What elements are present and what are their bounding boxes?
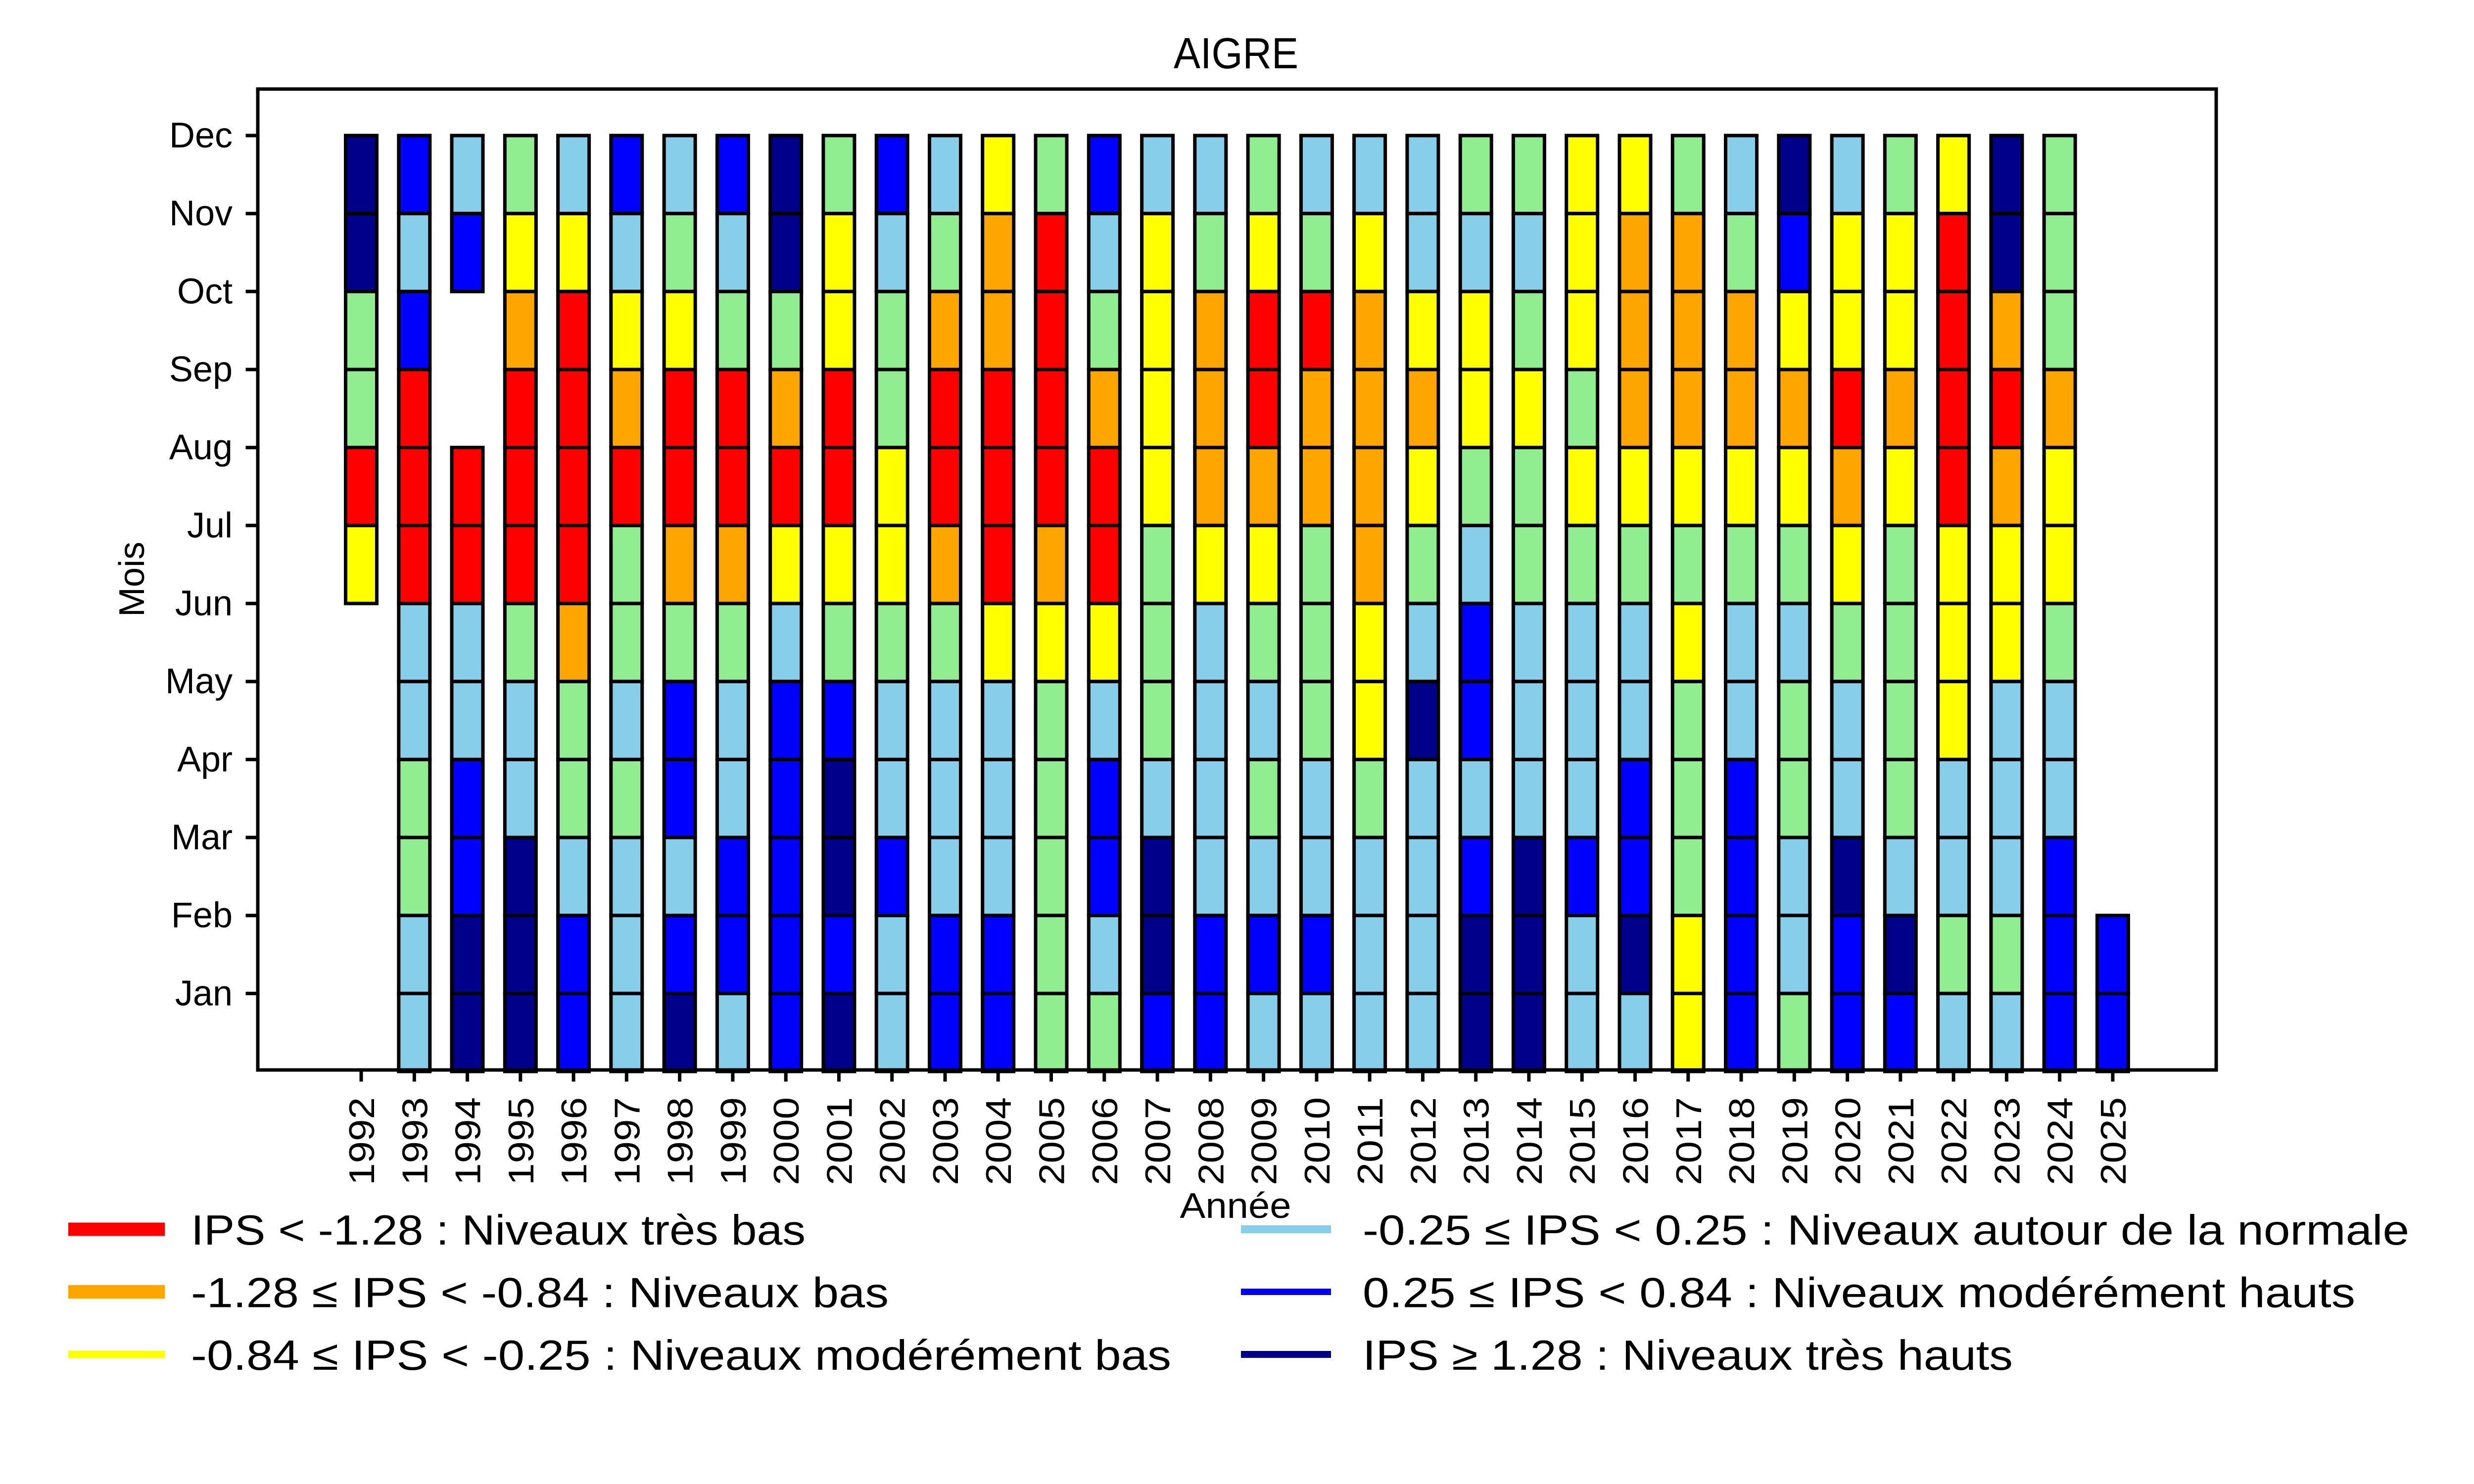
svg-text:2020: 2020 [1829, 1097, 1868, 1185]
svg-text:2005: 2005 [1033, 1097, 1072, 1185]
svg-text:Jan: Jan [175, 974, 233, 1013]
svg-text:Sep: Sep [169, 350, 233, 389]
svg-text:2019: 2019 [1775, 1097, 1815, 1185]
svg-text:2013: 2013 [1457, 1097, 1497, 1185]
svg-text:-0.25 ≤ IPS < 0.25 : Niveaux a: -0.25 ≤ IPS < 0.25 : Niveaux autour de l… [1363, 1207, 2409, 1254]
svg-text:2002: 2002 [873, 1097, 913, 1185]
svg-text:AIGRE: AIGRE [1174, 29, 1298, 78]
svg-text:2003: 2003 [926, 1097, 966, 1185]
svg-text:2004: 2004 [979, 1097, 1019, 1185]
svg-text:2011: 2011 [1351, 1097, 1390, 1185]
svg-text:Aug: Aug [169, 428, 233, 467]
svg-text:1996: 1996 [555, 1097, 594, 1185]
svg-text:2016: 2016 [1617, 1097, 1656, 1185]
svg-text:1998: 1998 [661, 1097, 701, 1185]
svg-text:-0.84 ≤ IPS < -0.25 : Niveaux: -0.84 ≤ IPS < -0.25 : Niveaux modérément… [191, 1332, 1171, 1379]
svg-text:2009: 2009 [1245, 1097, 1285, 1185]
svg-text:2001: 2001 [820, 1097, 859, 1185]
svg-text:0.25 ≤ IPS < 0.84 : Niveaux mo: 0.25 ≤ IPS < 0.84 : Niveaux modérément h… [1363, 1270, 2355, 1317]
svg-text:Mois: Mois [112, 542, 152, 617]
svg-text:2015: 2015 [1563, 1097, 1603, 1185]
svg-text:2000: 2000 [767, 1097, 807, 1185]
svg-text:Nov: Nov [169, 194, 233, 233]
svg-text:2024: 2024 [2041, 1097, 2081, 1185]
svg-text:2014: 2014 [1510, 1097, 1550, 1185]
svg-text:Oct: Oct [177, 272, 233, 311]
svg-text:1992: 1992 [342, 1097, 382, 1185]
svg-text:2012: 2012 [1404, 1097, 1443, 1185]
svg-text:2025: 2025 [2094, 1097, 2134, 1185]
svg-text:Mar: Mar [171, 818, 233, 857]
svg-text:2010: 2010 [1298, 1097, 1337, 1185]
svg-text:1999: 1999 [714, 1097, 754, 1185]
svg-text:2006: 2006 [1086, 1097, 1125, 1185]
svg-text:-1.28 ≤ IPS < -0.84 : Niveaux: -1.28 ≤ IPS < -0.84 : Niveaux bas [191, 1270, 889, 1317]
svg-text:Dec: Dec [169, 116, 233, 155]
svg-text:2021: 2021 [1882, 1097, 1921, 1185]
svg-text:Apr: Apr [177, 740, 233, 779]
svg-text:1993: 1993 [395, 1097, 435, 1185]
svg-text:2018: 2018 [1722, 1097, 1762, 1185]
svg-text:2007: 2007 [1139, 1097, 1178, 1185]
svg-text:Feb: Feb [171, 896, 233, 935]
svg-text:IPS ≥ 1.28 : Niveaux très haut: IPS ≥ 1.28 : Niveaux très hauts [1363, 1332, 2013, 1379]
svg-text:1997: 1997 [608, 1097, 647, 1185]
svg-text:Jul: Jul [187, 506, 233, 545]
svg-text:Année: Année [1180, 1186, 1291, 1226]
svg-text:2023: 2023 [1988, 1097, 2027, 1185]
svg-text:2022: 2022 [1935, 1097, 1974, 1185]
svg-text:1995: 1995 [502, 1097, 541, 1185]
svg-text:IPS < -1.28 : Niveaux très bas: IPS < -1.28 : Niveaux très bas [191, 1207, 806, 1254]
svg-text:May: May [165, 662, 233, 701]
svg-text:2008: 2008 [1191, 1097, 1231, 1185]
svg-text:Jun: Jun [175, 584, 233, 623]
svg-text:1994: 1994 [449, 1097, 488, 1185]
svg-text:2017: 2017 [1669, 1097, 1709, 1185]
